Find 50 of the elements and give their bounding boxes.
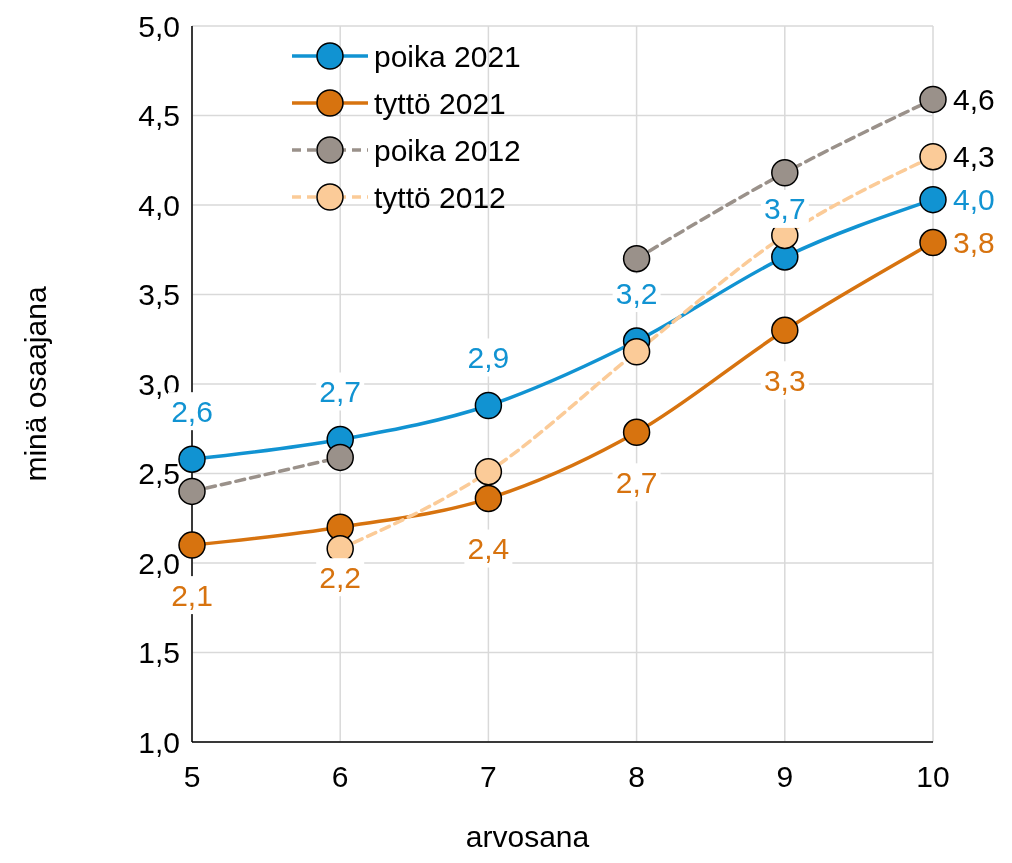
- legend-label: tyttö 2012: [374, 180, 506, 214]
- point: [919, 142, 947, 171]
- data-label: 3,2: [615, 276, 658, 310]
- legend-label: tyttö 2021: [374, 86, 506, 120]
- x-tick-label: 10: [916, 760, 950, 793]
- point: [622, 418, 651, 447]
- point: [178, 477, 206, 506]
- x-tick-label: 7: [480, 760, 497, 793]
- point: [771, 316, 799, 345]
- data-label: 3,3: [763, 363, 806, 397]
- point: [919, 85, 947, 114]
- y-tick-label: 3,5: [138, 278, 180, 311]
- legend-label: poika 2021: [374, 39, 521, 73]
- x-tick-label: 8: [628, 760, 645, 793]
- point: [326, 443, 354, 472]
- y-tick-label: 2,5: [138, 457, 180, 490]
- x-axis-title: arvosana: [465, 820, 590, 853]
- point: [474, 484, 503, 513]
- x-tick-label: 9: [776, 760, 794, 793]
- data-label: 2,7: [615, 465, 658, 499]
- point: [622, 338, 651, 366]
- data-label: 4,3: [953, 140, 995, 174]
- point: [771, 159, 799, 187]
- point: [474, 391, 503, 420]
- data-label: 2,7: [319, 374, 362, 408]
- data-label: 3,7: [763, 192, 806, 226]
- y-tick-label: 5,0: [138, 9, 180, 43]
- data-label: 4,0: [953, 183, 995, 217]
- x-tick-label: 6: [331, 760, 349, 793]
- data-label: 2,1: [171, 578, 213, 612]
- point: [178, 445, 206, 473]
- y-tick-label: 1,0: [138, 725, 180, 759]
- data-label: 2,2: [319, 560, 362, 594]
- point: [919, 185, 947, 214]
- data-label: 3,8: [953, 226, 995, 260]
- y-tick-label: 4,5: [138, 99, 180, 132]
- x-tick-label: 5: [183, 760, 201, 793]
- point: [622, 244, 651, 273]
- data-label: 4,6: [953, 82, 995, 116]
- legend-label: poika 2012: [374, 133, 521, 167]
- data-label: 2,6: [171, 394, 213, 428]
- y-tick-label: 1,5: [138, 636, 180, 669]
- y-tick-label: 4,0: [138, 188, 180, 222]
- y-tick-label: 2,0: [138, 546, 180, 580]
- y-axis-title: minä osaajana: [19, 286, 52, 482]
- data-label: 2,9: [467, 340, 510, 374]
- point: [178, 531, 206, 559]
- point: [919, 228, 947, 257]
- point: [474, 457, 503, 486]
- data-label: 2,4: [467, 532, 510, 566]
